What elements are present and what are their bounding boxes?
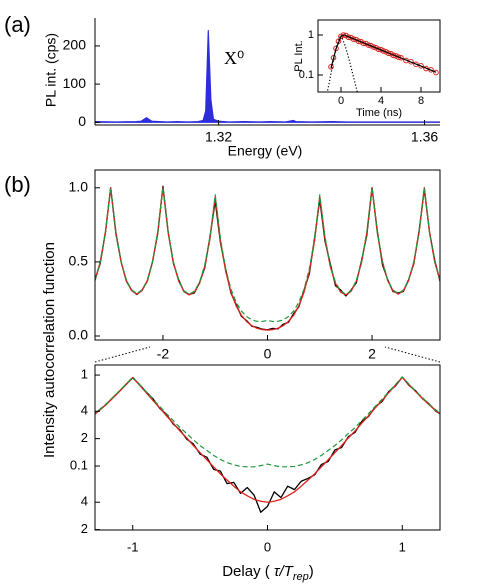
- x-label-text: Delay (: [222, 563, 270, 580]
- series-line: [95, 186, 440, 331]
- inset-y-axis-label: PL Int.: [293, 40, 305, 71]
- panel-label: (a): [4, 12, 31, 37]
- x-label-end: ): [309, 563, 314, 580]
- data-point: [350, 36, 357, 42]
- series-line: [95, 376, 440, 513]
- y-tick-label: 0: [78, 113, 86, 129]
- x-axis-label: Energy (eV): [228, 143, 303, 159]
- x-tick-label: 8: [418, 95, 424, 107]
- x-tick-label: 1: [399, 539, 406, 554]
- peak-annotation: X⁰: [224, 48, 244, 68]
- x-tick-label: -2: [157, 346, 170, 362]
- data-point: [380, 48, 387, 54]
- series-line: [95, 186, 440, 323]
- plot-area: [326, 32, 439, 92]
- data-point: [328, 64, 334, 70]
- zoom-guide: [94, 346, 151, 363]
- x-tick-label: 1.36: [411, 129, 438, 145]
- y-tick-label: 100: [63, 75, 87, 91]
- axes-frame: [317, 19, 441, 93]
- zoom-guide: [384, 346, 441, 363]
- series-line: [95, 376, 440, 468]
- x-axis-label: Delay ( τ/Trep): [222, 563, 314, 583]
- data-point: [385, 50, 392, 57]
- y-tick-label: 2: [81, 430, 88, 445]
- data-point: [340, 32, 347, 38]
- data-point: [413, 61, 419, 68]
- y-tick-label: 0.0: [69, 327, 89, 343]
- plot-area: [95, 185, 440, 331]
- x-tick-label: 1.32: [205, 129, 232, 145]
- x-tick-label: 0: [264, 539, 271, 554]
- x-label-variable: τ/T: [274, 563, 295, 580]
- y-tick-label: 0.1: [299, 69, 314, 81]
- y-tick-label: 0.5: [69, 253, 89, 269]
- data-point: [395, 54, 402, 60]
- x-tick-label: -1: [127, 539, 139, 554]
- x-tick-label: 4: [378, 95, 384, 107]
- x-tick-label: 0: [338, 95, 344, 107]
- series-line: [95, 376, 440, 503]
- y-axis-label: Intensity autocorrelation function: [41, 242, 58, 458]
- y-tick-label: 4: [81, 403, 88, 418]
- spectrum-area: [95, 30, 440, 123]
- data-point: [433, 69, 439, 76]
- y-tick-label: 4: [81, 494, 88, 509]
- inset-x-axis-label: Time (ns): [356, 107, 402, 119]
- y-tick-label: 200: [63, 37, 87, 53]
- series-line: [95, 185, 440, 331]
- data-point: [398, 54, 404, 61]
- y-tick-label: 0.1: [70, 457, 88, 472]
- y-tick-label: 2: [81, 521, 88, 536]
- x-tick-label: 2: [368, 346, 376, 362]
- axes-frame: [94, 169, 441, 341]
- y-tick-label: 1: [308, 29, 314, 41]
- panel-label: (b): [4, 172, 31, 197]
- plot-area: [95, 30, 440, 123]
- y-axis-label: PL int. (cps): [43, 33, 59, 107]
- plot-area: [95, 376, 440, 513]
- data-point: [370, 44, 377, 50]
- x-tick-label: 0: [264, 346, 272, 362]
- data-point: [365, 42, 372, 48]
- y-tick-label: 1: [81, 366, 88, 381]
- y-tick-label: 1.0: [69, 178, 89, 194]
- x-label-subscript: rep: [293, 571, 309, 583]
